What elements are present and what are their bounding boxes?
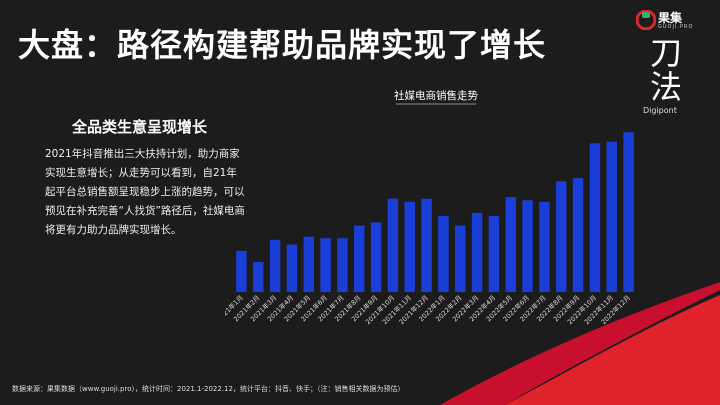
bar-6 [320, 238, 331, 292]
page-title: 大盘：路径构建帮助品牌实现了增长 [18, 26, 547, 64]
bar-16 [488, 216, 500, 292]
bar-1 [236, 250, 247, 292]
chart-title: 社媒电商销售走势 [394, 89, 478, 102]
bar-13 [438, 216, 449, 292]
bar-15 [471, 212, 483, 292]
bar-3 [269, 239, 281, 292]
brand-logo-block: 果集 GUOJI.PRO [636, 8, 716, 34]
bar-4 [286, 244, 298, 292]
bar-20 [556, 181, 567, 292]
brand-name: 果集 [658, 11, 683, 25]
bar-5 [303, 236, 314, 292]
bar-21 [572, 178, 584, 292]
section-heading: 全品类生意呈现增长 [72, 118, 208, 136]
bar-14 [455, 225, 466, 292]
daofa-logo: 刀 法 [646, 36, 686, 104]
bar-18 [522, 200, 533, 292]
bar-24 [623, 132, 634, 292]
bar-11 [404, 201, 415, 292]
brand-logo-icon [636, 10, 656, 30]
bar-12 [421, 198, 432, 292]
sales-trend-chart: 社媒电商销售走势2021年1月2021年2月2021年3月2021年4月2021… [225, 89, 634, 326]
brand-domain: GUOJI.PRO [658, 24, 694, 30]
bar-9 [370, 222, 382, 292]
fa-char: 法 [649, 68, 682, 106]
bar-7 [337, 238, 348, 292]
bar-19 [539, 201, 550, 292]
bar-2 [253, 261, 264, 292]
bar-22 [589, 143, 601, 292]
dao-char: 刀 [649, 34, 682, 72]
bar-8 [354, 225, 365, 292]
section-description: 2021年抖音推出三大扶持计划，助力商家实现生意增长；从走势可以看到，自21年起… [45, 148, 245, 236]
bar-10 [387, 198, 399, 292]
daofa-logo-sub: Digipont [643, 106, 677, 115]
bar-23 [606, 141, 617, 292]
data-source-note: 数据来源：果集数据（www.guoji.pro），统计时间：2021.1-202… [12, 385, 405, 393]
bar-17 [505, 197, 516, 292]
